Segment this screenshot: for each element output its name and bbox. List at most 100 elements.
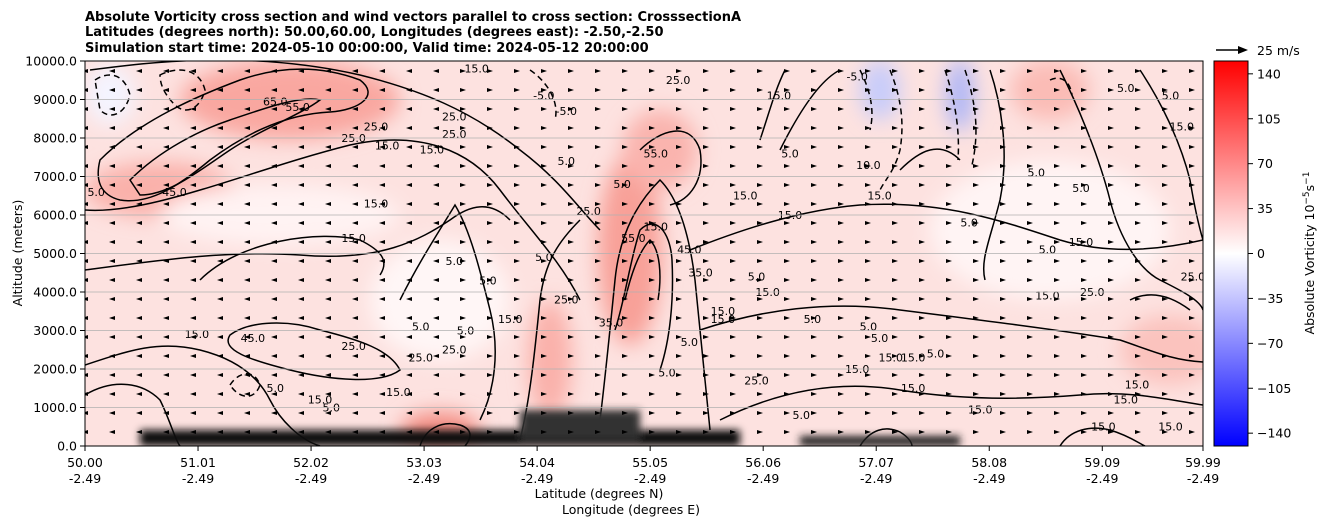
wind-vector [757,354,763,358]
wind-vector [136,278,142,282]
wind-vector [622,411,628,415]
wind-vector [352,335,358,339]
wind-vector [244,335,250,339]
wind-vector [730,373,736,377]
wind-vector [190,430,196,434]
wind-vector [136,69,142,73]
wind-vector [136,259,142,263]
contour-label: 15.0 [1091,421,1116,434]
wind-vector [1081,240,1087,244]
wind-vector [595,221,601,225]
wind-vector [1189,316,1195,320]
wind-vector [109,335,115,339]
wind-vector [163,240,169,244]
wind-vector [595,278,601,282]
colorbar-tick-label: −140 [1257,426,1291,441]
wind-vector [1162,316,1168,320]
wind-vector [838,164,844,168]
wind-vector [352,202,358,206]
wind-vector [298,354,304,358]
wind-vector [244,126,250,130]
wind-vector [811,240,817,244]
wind-vector [514,411,520,415]
vorticity-blob [370,240,510,360]
wind-vector [460,221,466,225]
wind-vector [487,373,493,377]
wind-vector [541,411,547,415]
wind-vector [757,202,763,206]
wind-vector [757,316,763,320]
wind-vector [1108,202,1114,206]
wind-vector [595,354,601,358]
wind-vector [946,297,952,301]
wind-vector [1027,240,1033,244]
wind-vector [865,354,871,358]
wind-vector [379,411,385,415]
wind-vector [298,373,304,377]
vorticity-blob [946,61,974,131]
wind-vector [1000,69,1006,73]
wind-vector [730,354,736,358]
wind-vector [568,202,574,206]
colorbar-ticks: 140 105 70 35 0 −35 −70 −105 −140 [1248,66,1291,441]
wind-vector [541,316,547,320]
wind-vector [244,411,250,415]
wind-vector [541,145,547,149]
wind-vector [460,373,466,377]
wind-vector [892,259,898,263]
surface-clutter-band [520,410,640,440]
vorticity-blob [85,65,135,125]
contour-label: 15.0 [901,382,926,395]
vorticity-blob [180,61,400,140]
wind-vector [109,297,115,301]
contour-label: 15.0 [386,386,411,399]
wind-vector [838,259,844,263]
wind-vector [865,88,871,92]
wind-vector [1027,183,1033,187]
wind-vector [190,126,196,130]
contour-label: 5.0 [267,382,285,395]
wind-vector [190,278,196,282]
wind-vector [568,278,574,282]
wind-vector [946,107,952,111]
wind-vector [217,297,223,301]
wind-vector [1027,297,1033,301]
x-tick-label-lat: 52.02 [293,455,329,470]
wind-vector [568,145,574,149]
wind-vector [811,392,817,396]
wind-vector [85,240,88,244]
wind-vector [676,430,682,434]
wind-vector [865,411,871,415]
wind-vector [1000,411,1006,415]
wind-vector [1189,107,1195,111]
wind-vector [298,202,304,206]
wind-vector [406,202,412,206]
wind-vector [703,107,709,111]
wind-vector [136,126,142,130]
wind-vector [514,145,520,149]
wind-vector [892,69,898,73]
wind-vector [1135,183,1141,187]
wind-vector [352,297,358,301]
gridlines [85,99,1203,408]
wind-vector [1081,259,1087,263]
wind-vector [1081,316,1087,320]
chart-title-line-2: Latitudes (degrees north): 50.00,60.00, … [85,25,664,40]
wind-vector [136,240,142,244]
wind-vector [244,145,250,149]
colorbar-label-unit: s [1302,185,1317,192]
wind-vector [352,145,358,149]
wind-vector [460,126,466,130]
wind-vector [541,430,547,434]
wind-vector [298,183,304,187]
wind-vector [919,392,925,396]
wind-vector [865,259,871,263]
wind-vector [1189,335,1195,339]
y-tick-label: 3000.0 [33,323,77,338]
wind-vector [1000,126,1006,130]
wind-vector [541,183,547,187]
wind-vector [811,335,817,339]
wind-vector [406,259,412,263]
contour-label: 35.0 [599,317,624,330]
wind-vector [1054,126,1060,130]
